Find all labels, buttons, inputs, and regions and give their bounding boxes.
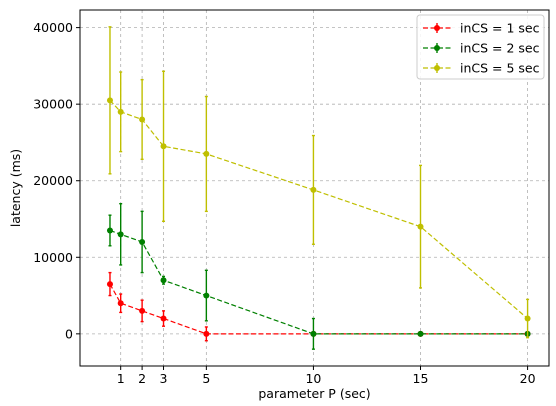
data-point [203, 330, 210, 337]
legend-entry: inCS = 2 sec [423, 41, 540, 56]
plot-area-frame [79, 9, 550, 367]
x-tick-label: 20 [520, 371, 536, 386]
legend-label: inCS = 1 sec [460, 21, 540, 36]
x-tick-label: 15 [413, 371, 429, 386]
y-axis-label: latency (ms) [8, 149, 23, 227]
legend-entry: inCS = 5 sec [423, 61, 540, 76]
data-point [310, 330, 317, 337]
legend: inCS = 1 sec inCS = 2 sec inCS = 5 sec [416, 14, 545, 80]
series-group [106, 26, 531, 350]
data-point [139, 116, 146, 123]
x-tick-label: 5 [202, 371, 210, 386]
legend-entry: inCS = 1 sec [423, 21, 540, 36]
data-point [417, 223, 424, 230]
data-point [160, 315, 167, 322]
x-tick-label: 2 [138, 371, 146, 386]
legend-marker [434, 45, 440, 51]
data-point [106, 97, 113, 104]
legend-box [416, 14, 545, 80]
y-tick-label: 20000 [33, 173, 73, 188]
data-point [106, 281, 113, 288]
data-point [160, 277, 167, 284]
series-line [109, 99, 528, 319]
data-point [417, 330, 424, 337]
data-point [139, 238, 146, 245]
x-tick-label: 3 [160, 371, 168, 386]
data-point [203, 150, 210, 157]
data-point [106, 227, 113, 234]
y-tick-label: 30000 [33, 97, 73, 112]
legend-label: inCS = 5 sec [460, 61, 540, 76]
y-tick-label: 10000 [33, 250, 73, 265]
data-point [139, 307, 146, 314]
x-tick-label: 1 [117, 371, 125, 386]
x-tick-label: 10 [305, 371, 321, 386]
series-3 [106, 26, 531, 339]
data-point [117, 231, 124, 238]
legend-marker [434, 65, 440, 71]
y-tick-label: 0 [65, 326, 73, 341]
data-point [160, 143, 167, 150]
y-tick-label: 40000 [33, 20, 73, 35]
data-point [117, 300, 124, 307]
series-line [109, 229, 528, 335]
series-2 [106, 202, 531, 350]
legend-marker [434, 25, 440, 31]
axis-ticks: 1 2 3 5 10 15 20 0 10000 20000 30000 40000 [33, 20, 535, 386]
series-line [109, 283, 528, 335]
legend-label: inCS = 2 sec [460, 41, 540, 56]
x-axis-label: parameter P (sec) [258, 386, 370, 401]
data-point [117, 108, 124, 115]
data-point [310, 186, 317, 193]
data-point [203, 292, 210, 299]
data-point [524, 315, 531, 322]
